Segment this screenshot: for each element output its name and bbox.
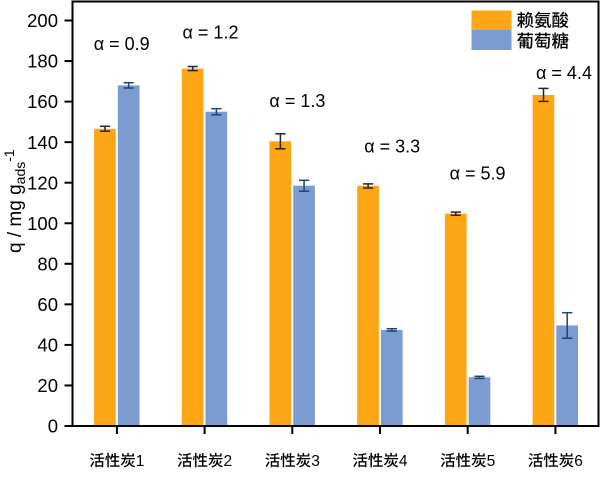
svg-text:3: 3 [311,453,320,470]
svg-text:100: 100 [27,213,58,234]
svg-text:200: 200 [27,10,58,31]
svg-text:0: 0 [48,416,58,437]
svg-text:180: 180 [27,51,58,72]
svg-text:α = 4.4: α = 4.4 [536,63,592,83]
svg-text:40: 40 [37,335,58,356]
svg-text:α = 1.3: α = 1.3 [269,91,325,111]
svg-text:160: 160 [27,91,58,112]
svg-text:6: 6 [574,453,583,470]
svg-text:1: 1 [136,453,145,470]
svg-text:α = 0.9: α = 0.9 [94,34,150,54]
svg-text:20: 20 [37,375,58,396]
svg-text:80: 80 [37,253,58,274]
svg-text:2: 2 [224,453,233,470]
svg-text:α = 5.9: α = 5.9 [450,164,506,184]
svg-text:α = 1.2: α = 1.2 [183,23,239,43]
svg-text:4: 4 [399,453,408,470]
svg-text:5: 5 [487,453,496,470]
svg-text:60: 60 [37,294,58,315]
svg-text:140: 140 [27,132,58,153]
svg-text:120: 120 [27,172,58,193]
svg-text:α = 3.3: α = 3.3 [364,137,420,157]
